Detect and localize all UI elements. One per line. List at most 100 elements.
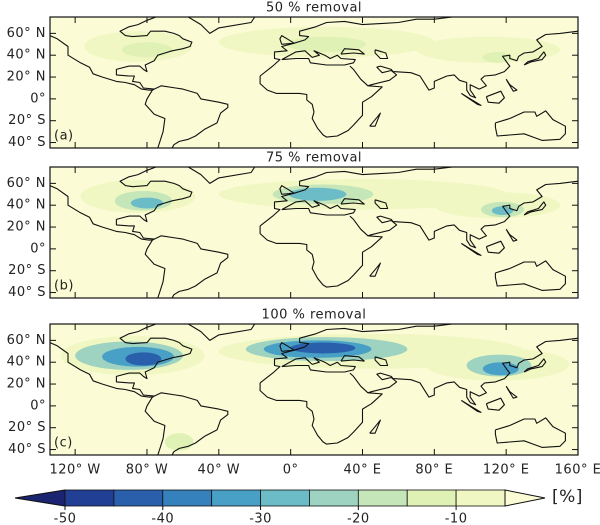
reduction-area — [482, 51, 512, 63]
coastline — [340, 198, 365, 205]
coastline — [369, 419, 381, 434]
coastline — [259, 324, 453, 384]
reduction-area — [288, 187, 347, 201]
map-frame — [49, 323, 579, 456]
panel-title: 100 % removal — [262, 308, 367, 323]
colorbar-tick-label: -40 — [151, 512, 174, 525]
colorbar-box — [64, 489, 115, 507]
colorbar-tick-label: -10 — [445, 512, 468, 525]
coastline — [460, 242, 482, 256]
lat-tick-label: 20° S — [8, 113, 46, 128]
coastline — [144, 392, 229, 455]
lat-tick-label: 20° S — [8, 263, 46, 278]
coastline — [188, 17, 256, 34]
coastline — [281, 357, 356, 373]
lat-tick-label: 0° — [30, 398, 46, 413]
coastline — [144, 235, 229, 298]
reduction-area — [287, 36, 367, 52]
coastline — [369, 112, 381, 127]
map-frame — [49, 16, 579, 149]
coastline — [281, 50, 356, 66]
lat-tick-label: 40° S — [8, 135, 46, 150]
coastline — [505, 385, 518, 399]
coastline — [281, 200, 356, 216]
coastline — [460, 399, 482, 413]
lat-tick-label: 40° N — [7, 355, 46, 370]
lat-tick-label: 20° N — [7, 220, 46, 235]
lat-tick-label: 0° — [30, 241, 46, 256]
coastline — [349, 372, 369, 394]
panel-title: 50 % removal — [266, 1, 362, 16]
coastline — [523, 51, 547, 66]
colorbar-box — [260, 489, 310, 507]
coastline — [259, 180, 578, 288]
lon-tick-label: 80° W — [126, 463, 169, 478]
coastline — [188, 167, 256, 184]
coastline — [279, 35, 295, 45]
lon-tick-label: 0° — [283, 463, 299, 478]
coastline — [50, 324, 193, 398]
coastline — [259, 30, 578, 138]
panel-title: 75 % removal — [266, 151, 362, 166]
lat-tick-label: 40° N — [7, 198, 46, 213]
map-panel — [50, 324, 578, 455]
coastline — [494, 260, 566, 291]
coastline — [485, 397, 505, 411]
colorbar-tick-label: -30 — [249, 512, 272, 525]
coastline — [523, 358, 547, 373]
lon-tick-label: 80° E — [415, 463, 453, 478]
coastline — [494, 417, 566, 448]
coastline — [259, 167, 453, 227]
panel-label: (a) — [54, 129, 74, 144]
lat-tick-label: 0° — [30, 91, 46, 106]
lon-tick-label: 40° E — [344, 463, 382, 478]
colorbar-box — [113, 489, 164, 507]
lat-tick-label: 60° N — [7, 176, 46, 191]
lat-tick-label: 20° N — [7, 377, 46, 392]
coastline — [523, 201, 547, 216]
coastline — [340, 48, 365, 55]
panel-label: (c) — [54, 436, 73, 451]
colorbar-tick-label: -20 — [347, 512, 370, 525]
reduction-area — [121, 42, 173, 58]
coastline — [349, 215, 369, 237]
colorbar-extend-high — [504, 489, 546, 507]
coastline — [259, 17, 453, 77]
reduction-area — [125, 352, 162, 366]
reduction-area — [130, 197, 164, 209]
colorbar-box — [309, 489, 359, 507]
lat-tick-label: 40° S — [8, 442, 46, 457]
lon-tick-label: 40° W — [198, 463, 241, 478]
coastline — [340, 355, 365, 362]
coastline — [279, 342, 295, 352]
lat-tick-label: 40° S — [8, 285, 46, 300]
colorbar-box — [455, 489, 506, 507]
coastline — [349, 65, 369, 87]
colorbar-extend-low — [14, 489, 66, 507]
map-panel — [50, 167, 578, 298]
colorbar-box — [406, 489, 457, 507]
panel-label: (b) — [54, 279, 74, 294]
coastline — [485, 240, 505, 254]
reduction-area — [416, 36, 561, 63]
lat-tick-label: 20° N — [7, 70, 46, 85]
lon-tick-label: 120° E — [483, 463, 530, 478]
lon-tick-label: 160° E — [555, 463, 600, 478]
coastline — [369, 262, 381, 277]
colorbar-box — [211, 489, 261, 507]
lat-tick-label: 60° N — [7, 333, 46, 348]
coastline — [374, 49, 389, 60]
colorbar-tick-label: -50 — [54, 512, 77, 525]
colorbar-box — [357, 489, 408, 507]
coastline — [144, 85, 229, 148]
lat-tick-label: 40° N — [7, 48, 46, 63]
colorbar-unit: [%] — [552, 487, 583, 507]
lat-tick-label: 60° N — [7, 26, 46, 41]
reduction-area — [482, 362, 519, 376]
coastline — [505, 78, 518, 92]
coastline — [279, 185, 295, 195]
coastline — [374, 199, 389, 210]
coastline — [50, 167, 193, 241]
coastline — [259, 337, 578, 445]
